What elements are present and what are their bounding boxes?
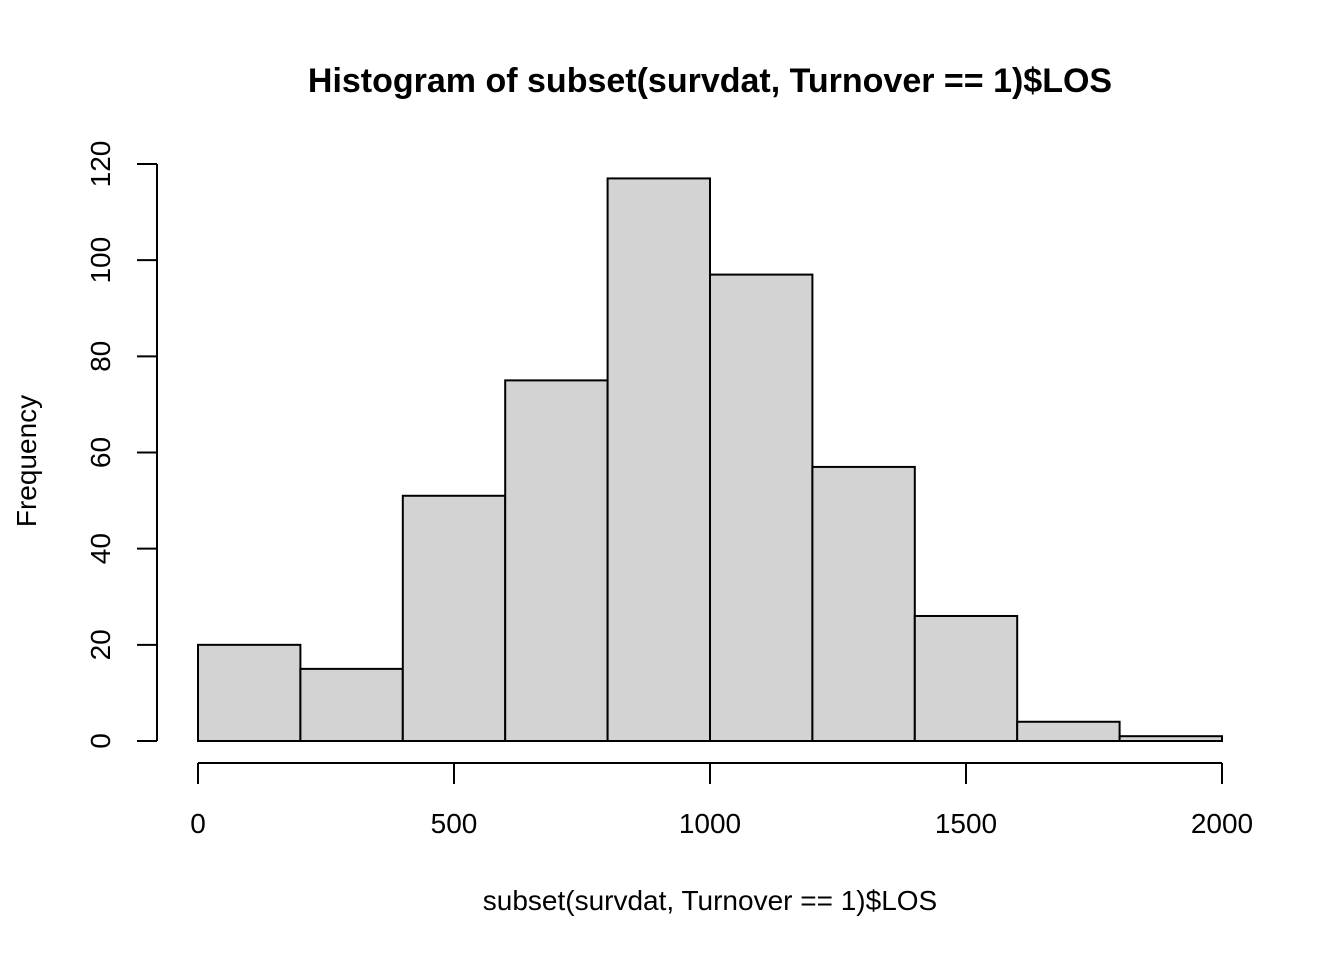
- x-axis-label: subset(survdat, Turnover == 1)$LOS: [483, 885, 937, 916]
- y-tick-label-1: 20: [85, 629, 116, 660]
- x-tick-label-0: 0: [190, 808, 206, 839]
- histogram-bar-2: [401, 494, 507, 742]
- x-tick-label-4: 2000: [1191, 808, 1253, 839]
- histogram-bar-9: [1118, 735, 1223, 742]
- histogram-bar-5: [709, 273, 814, 742]
- x-tick-label-3: 1500: [935, 808, 997, 839]
- histogram-bar-8: [1016, 720, 1121, 742]
- bars-group: [197, 177, 1223, 743]
- x-tick-label-1: 500: [431, 808, 478, 839]
- y-axis: 0 20 40 60 80 100 120: [85, 141, 158, 749]
- y-tick-label-6: 120: [85, 141, 116, 188]
- x-axis: 0 500 1000 1500 2000: [190, 762, 1253, 839]
- histogram-bar-3: [504, 379, 609, 742]
- histogram-bar-1: [299, 667, 404, 742]
- chart-title: Histogram of subset(survdat, Turnover ==…: [308, 62, 1112, 100]
- y-tick-label-5: 100: [85, 237, 116, 284]
- y-axis-label: Frequency: [11, 395, 42, 527]
- x-tick-label-2: 1000: [679, 808, 741, 839]
- histogram-bar-6: [811, 465, 916, 742]
- y-tick-label-0: 0: [85, 733, 116, 749]
- y-tick-label-2: 40: [85, 533, 116, 564]
- histogram-bar-0: [197, 643, 302, 742]
- y-tick-label-4: 80: [85, 341, 116, 372]
- y-tick-label-3: 60: [85, 437, 116, 468]
- histogram-bar-4: [606, 177, 711, 743]
- histogram-bar-7: [913, 614, 1019, 743]
